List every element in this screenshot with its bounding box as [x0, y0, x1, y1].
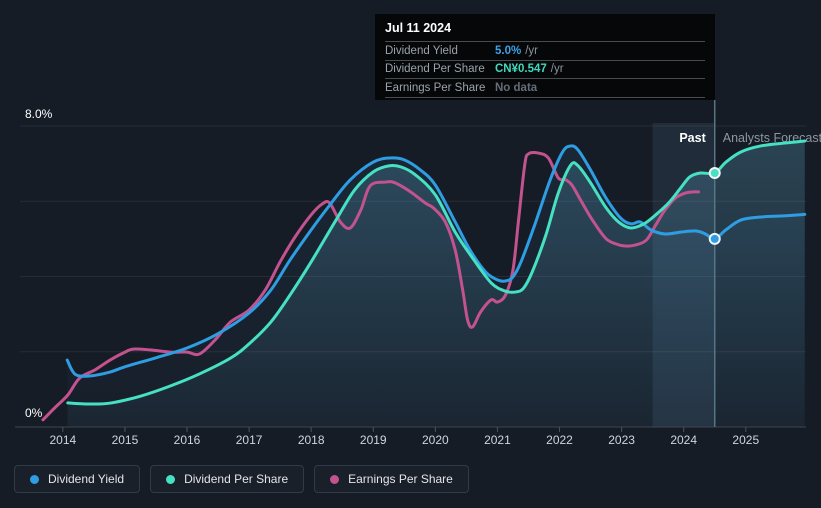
tooltip-value: CN¥0.547	[495, 63, 547, 76]
legend-label: Dividend Per Share	[184, 472, 289, 486]
x-axis-label-2025: 2025	[732, 433, 759, 447]
x-axis-label-2015: 2015	[112, 433, 139, 447]
legend-item-dividend-yield[interactable]: Dividend Yield	[14, 465, 141, 493]
x-axis-label-2023: 2023	[608, 433, 635, 447]
y-axis-label-top: 8.0%	[25, 107, 53, 121]
dividend-yield-marker[interactable]	[708, 232, 721, 245]
legend-label: Dividend Yield	[48, 472, 125, 486]
tooltip-value: 5.0%	[495, 44, 522, 57]
legend-label: Earnings Per Share	[348, 472, 453, 486]
tooltip-row-dividend-per-share: Dividend Per Share CN¥0.547 /yr	[385, 59, 705, 79]
x-axis-label-2024: 2024	[670, 433, 697, 447]
tooltip-value-suffix: /yr	[550, 63, 564, 76]
dividend-yield-line	[65, 144, 807, 378]
earnings-per-share-swatch-icon	[330, 474, 340, 484]
dividend-per-share-area	[67, 141, 805, 428]
past-label: Past	[679, 131, 706, 145]
earnings-per-share-line	[41, 150, 701, 422]
dividend-history-chart[interactable]: 2014 2015 2016 2017 2018 2019 2020 2021 2022 2023…	[0, 0, 821, 455]
x-axis-label-2020: 2020	[422, 433, 449, 447]
chart-tooltip: Jul 11 2024 Dividend Yield 5.0% /yr Divi…	[375, 14, 715, 100]
x-axis-label-2021: 2021	[484, 433, 511, 447]
past-period-band	[652, 123, 715, 427]
tooltip-label: Earnings Per Share	[385, 81, 486, 94]
y-axis-label-zero: 0%	[25, 406, 43, 420]
tooltip-row-earnings-per-share: Earnings Per Share No data	[385, 78, 705, 98]
dividend-per-share-marker[interactable]	[708, 167, 721, 180]
tooltip-label: Dividend Per Share	[385, 63, 485, 76]
x-axis-label-2019: 2019	[360, 433, 387, 447]
tooltip-value: No data	[495, 81, 538, 94]
dividend-yield-swatch-icon	[30, 474, 39, 484]
tooltip-label: Dividend Yield	[385, 44, 458, 57]
legend-item-dividend-per-share[interactable]: Dividend Per Share	[150, 465, 305, 493]
x-axis-label-2018: 2018	[298, 433, 325, 447]
dividend-per-share-line	[66, 139, 807, 406]
chart-legend: Dividend Yield Dividend Per Share Earnin…	[14, 465, 469, 493]
x-axis-label-2016: 2016	[174, 433, 201, 447]
x-axis-label-2014: 2014	[49, 433, 76, 447]
dividend-per-share-swatch-icon	[166, 474, 176, 484]
tooltip-date: Jul 11 2024	[385, 21, 452, 35]
legend-item-earnings-per-share[interactable]: Earnings Per Share	[314, 465, 469, 493]
x-axis-label-2022: 2022	[546, 433, 573, 447]
tooltip-row-dividend-yield: Dividend Yield 5.0% /yr	[385, 41, 705, 60]
tooltip-value-suffix: /yr	[525, 44, 538, 57]
x-axis-label-2017: 2017	[236, 433, 263, 447]
